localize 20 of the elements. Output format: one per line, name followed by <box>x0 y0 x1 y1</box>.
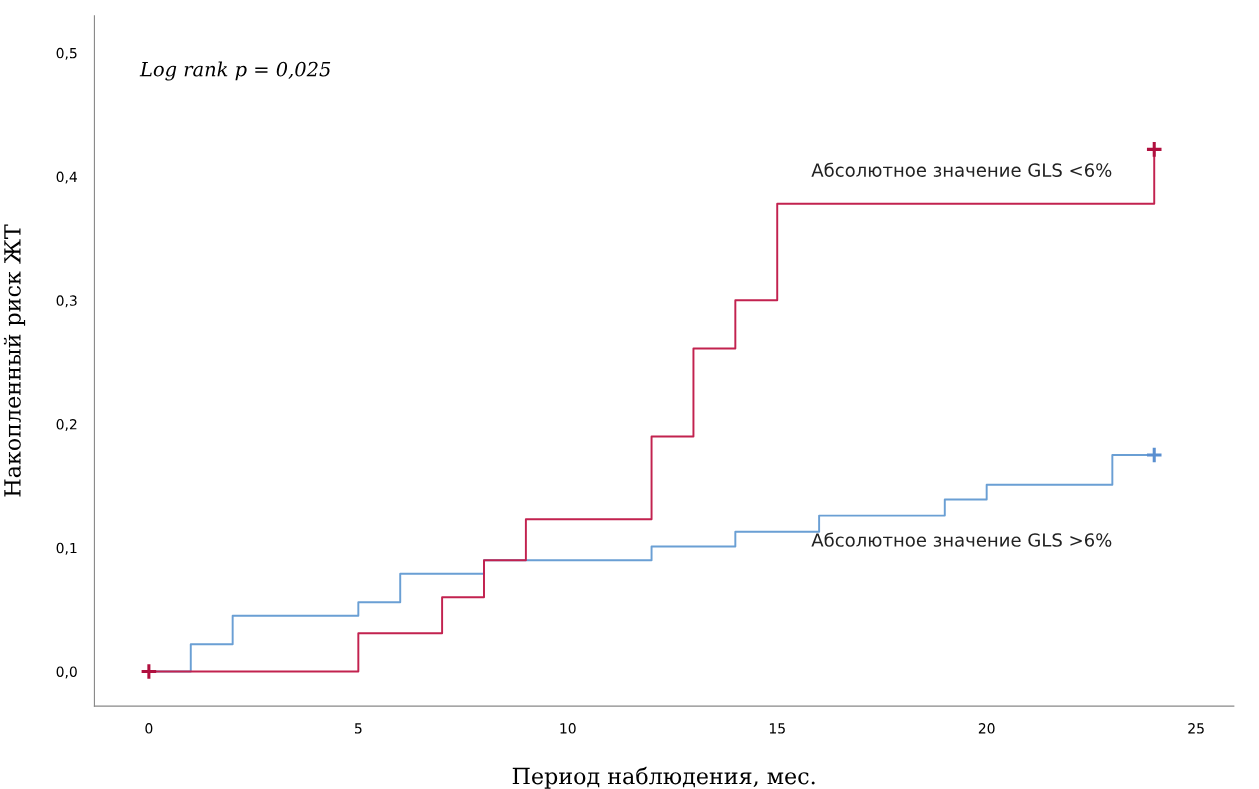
point <box>1145 140 1164 159</box>
x-tick-label: 10 <box>560 723 576 734</box>
x-tick-label: 5 <box>354 723 362 734</box>
y-tick-label: 0,3 <box>56 295 77 308</box>
y-axis-title: Накопленный риск ЖТ <box>3 224 26 497</box>
annotation: Log rank p = 0,025 <box>139 61 331 81</box>
y-tick-label: 0,4 <box>56 171 77 184</box>
x-tick-label: 15 <box>769 723 785 734</box>
series-label: Абсолютное значение GLS >6% <box>811 532 1112 547</box>
x-tick-label: 20 <box>978 723 995 734</box>
x-tick-label: 0 <box>145 723 153 734</box>
y-tick-label: 0,1 <box>56 542 77 555</box>
x-axis-title: Период наблюдения, мес. <box>512 766 815 789</box>
y-tick-label: 0,0 <box>56 666 77 679</box>
y-tick-label: 0,2 <box>56 419 77 431</box>
y-tick-label: 0,5 <box>56 47 77 60</box>
point <box>140 662 158 681</box>
point <box>1145 446 1164 464</box>
x-tick-label: 25 <box>1188 723 1204 734</box>
series-label: Абсолютное значение GLS <6% <box>811 162 1112 177</box>
